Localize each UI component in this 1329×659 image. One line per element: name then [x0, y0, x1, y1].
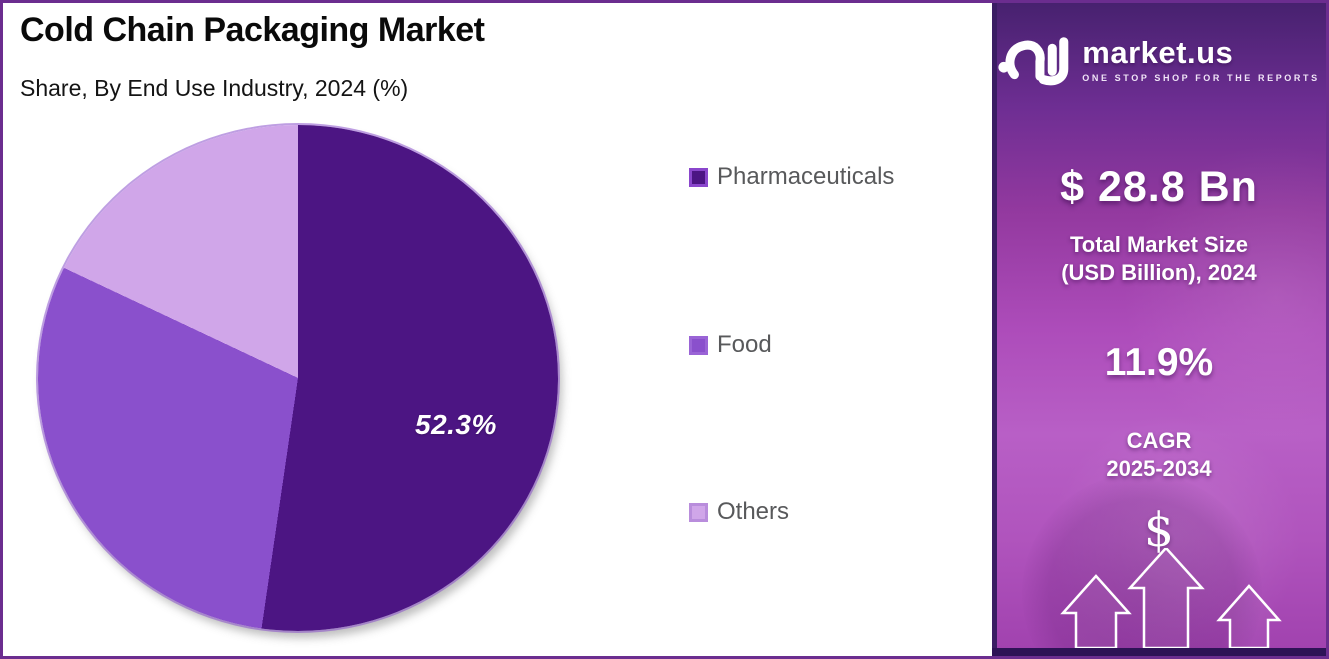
legend-swatch-food	[689, 335, 708, 355]
brand-tagline: ONE STOP SHOP FOR THE REPORTS	[1082, 73, 1320, 83]
pie-chart	[38, 125, 558, 631]
legend-item-pharmaceuticals: Pharmaceuticals	[689, 163, 894, 191]
market-size-label: Total Market Size (USD Billion), 2024	[992, 231, 1326, 287]
up-arrow-icon	[1216, 584, 1282, 648]
legend-item-others: Others	[689, 498, 789, 526]
dollar-icon: $	[1144, 503, 1174, 558]
up-arrow-icon	[1060, 574, 1132, 648]
pie-data-label: 52.3%	[415, 409, 497, 440]
cagr-label-line2: 2025-2034	[1106, 456, 1212, 481]
legend-swatch-pharmaceuticals	[689, 167, 708, 187]
legend-label: Others	[717, 498, 790, 525]
up-arrow-icon	[1127, 548, 1205, 648]
page-title: Cold Chain Packaging Market	[20, 11, 485, 49]
legend-swatch-others	[689, 502, 708, 522]
side-panel: market.us ONE STOP SHOP FOR THE REPORTS …	[992, 3, 1326, 656]
growth-arrows-icon	[1060, 548, 1282, 648]
market-size-label-line1: Total Market Size	[1069, 232, 1249, 257]
cagr-label: CAGR 2025-2034	[992, 427, 1326, 483]
cagr-value: 11.9%	[1104, 341, 1214, 384]
marketus-logo-icon	[998, 37, 1069, 86]
legend-item-food: Food	[689, 331, 772, 359]
brand-name: market.us	[1082, 35, 1234, 70]
legend-label: Pharmaceuticals	[717, 163, 895, 190]
brand-logo: market.us ONE STOP SHOP FOR THE REPORTS	[992, 31, 1326, 87]
market-size-value: $ 28.8 Bn	[1060, 163, 1258, 211]
page-subtitle: Share, By End Use Industry, 2024 (%)	[20, 75, 409, 101]
cagr-label-line1: CAGR	[1126, 428, 1192, 453]
legend-label: Food	[717, 331, 772, 358]
market-size-label-line2: (USD Billion), 2024	[1061, 260, 1257, 285]
panel-background-decoration	[1022, 473, 1262, 656]
